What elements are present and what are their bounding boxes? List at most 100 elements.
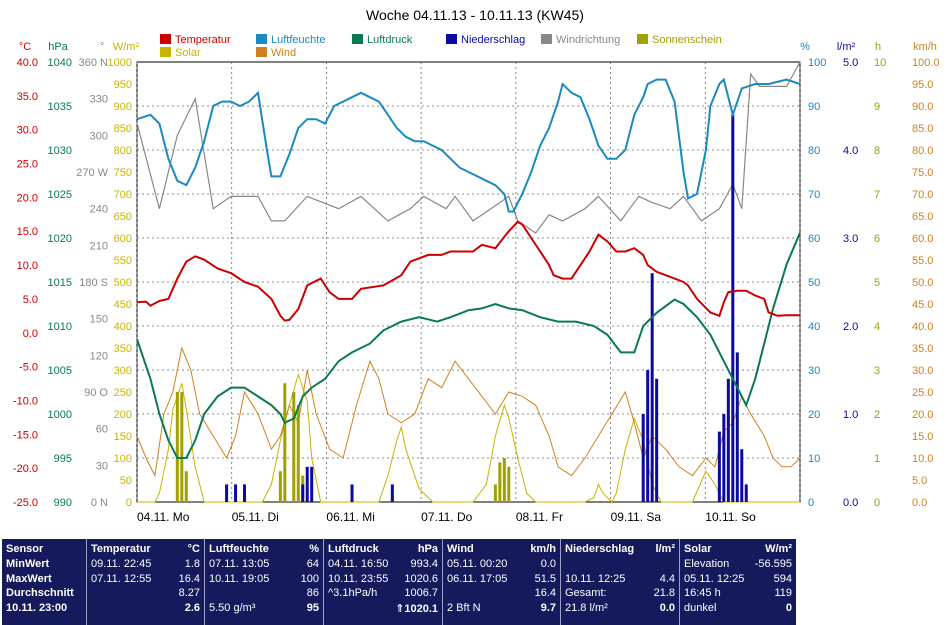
axis-tick-sunshine: 5 (874, 277, 880, 289)
series-luftdruck-line (136, 232, 801, 459)
axis-tick-solar: 0 (126, 497, 132, 509)
bar-sunshine (507, 466, 511, 502)
axis-tick-solar: 900 (114, 101, 132, 113)
axis-tick-wind_direction: 360 N (79, 57, 108, 69)
axis-tick-pressure: 1035 (48, 101, 72, 113)
solar-max-time: 05.11. 12:25 (684, 572, 745, 585)
bar-niederschlag (641, 414, 645, 502)
legend-swatch (256, 47, 267, 57)
axis-tick-solar: 750 (114, 167, 132, 179)
axis-tick-temperature: 40.0 (17, 57, 38, 69)
axis-tick-solar: 300 (114, 365, 132, 377)
axis-tick-pressure: 1010 (48, 321, 72, 333)
series-wind-direction-line (136, 61, 801, 234)
bar-niederschlag (390, 484, 394, 502)
bar-sunshine (278, 471, 282, 502)
axis-tick-wind: 50.0 (912, 277, 933, 289)
luftfeuchte-max-value: 100 (300, 572, 319, 585)
axis-tick-rain: 5.0 (843, 57, 858, 69)
solar-unit: W/m² (765, 543, 792, 555)
axis-tick-temperature: -25.0 (13, 497, 38, 509)
luftdruck-unit: hPa (417, 543, 438, 555)
solar-elevation-value: -56.595 (754, 558, 792, 570)
axis-tick-pressure: 1030 (48, 145, 72, 157)
wind-unit: km/h (530, 543, 556, 555)
bar-niederschlag (243, 484, 247, 502)
axis-tick-wind: 65.0 (912, 211, 933, 223)
legend-swatch (446, 34, 457, 44)
summary-col-temperatur: Temperatur °C 09.11. 22:45 1.8 07.11. 12:5… (87, 539, 205, 625)
bar-sunshine (283, 383, 287, 502)
axis-tick-temperature: 15.0 (17, 226, 38, 238)
axis-tick-sunshine: 2 (874, 409, 880, 421)
axis-tick-wind_direction: 120 (90, 350, 108, 362)
solar-state: dunkel (684, 601, 717, 614)
axis-tick-pressure: 1025 (48, 189, 72, 201)
axis-unit-wind_direction: ° (100, 41, 104, 53)
summary-col-sensor: Sensor MinWert MaxWert Durchschnitt 10.1… (2, 539, 87, 625)
legend-label: Windrichtung (556, 34, 620, 46)
axis-tick-solar: 50 (120, 475, 132, 487)
axis-tick-wind: 85.0 (912, 123, 933, 135)
axis-tick-wind_direction: 30 (96, 460, 108, 472)
x-axis-day-labels: 04.11. Mo 05.11. Di 06.11. Mi 07.11. Do 08.1… (137, 510, 756, 524)
temperatur-current: 2.6 (184, 601, 200, 614)
chart-plot-area (136, 61, 801, 503)
summary-row-label: MaxWert (6, 572, 52, 585)
axis-tick-solar: 950 (114, 79, 132, 91)
legend-label: Sonnenschein (652, 34, 722, 46)
x-tick-label: 07.11. Do (421, 510, 472, 524)
axis-tick-humidity: 10 (808, 453, 820, 465)
axis-tick-solar: 800 (114, 145, 132, 157)
bar-niederschlag (722, 414, 726, 502)
axis-tick-wind: 55.0 (912, 255, 933, 267)
legend-label: Niederschlag (461, 34, 525, 46)
axis-tick-sunshine: 1 (874, 453, 880, 465)
axis-tick-solar: 600 (114, 233, 132, 245)
axis-tick-solar: 250 (114, 387, 132, 399)
bar-niederschlag (650, 273, 654, 502)
bar-sunshine (184, 471, 188, 502)
bar-niederschlag (350, 484, 354, 502)
axis-unit-rain: l/m² (837, 41, 856, 53)
x-tick-label: 04.11. Mo (137, 510, 190, 524)
summary-timestamp: 10.11. 23:00 (6, 601, 68, 614)
x-tick-label: 05.11. Di (232, 510, 279, 524)
wind-min-time: 05.11. 00:20 (447, 558, 508, 570)
axis-tick-pressure: 995 (54, 453, 72, 465)
legend-label: Temperatur (175, 34, 231, 46)
axis-tick-wind: 80.0 (912, 145, 933, 157)
axis-tick-solar: 400 (114, 321, 132, 333)
luftfeuchte-avg-value: 86 (306, 587, 319, 599)
axis-tick-sunshine: 7 (874, 189, 880, 201)
axis-tick-solar: 350 (114, 343, 132, 355)
temperatur-avg-value: 8.27 (178, 587, 200, 599)
axis-tick-wind_direction: 210 (90, 240, 108, 252)
axis-tick-solar: 200 (114, 409, 132, 421)
legend-swatch (160, 47, 171, 57)
legend-label: Solar (175, 47, 201, 59)
luftfeuchte-min-time: 07.11. 13:05 (209, 558, 270, 570)
axis-tick-pressure: 1005 (48, 365, 72, 377)
bar-niederschlag (646, 370, 650, 502)
axis-tick-wind: 100.0 (912, 57, 940, 69)
chart-title: Woche 04.11.13 - 10.11.13 (KW45) (366, 7, 584, 23)
bar-niederschlag (744, 484, 748, 502)
solar-elevation-label: Elevation (684, 558, 730, 570)
axis-tick-temperature: 25.0 (17, 159, 38, 171)
niederschlag-max-value: 4.4 (659, 572, 675, 585)
wind-avg-value: 16.4 (534, 587, 556, 599)
axis-tick-wind: 20.0 (912, 409, 933, 421)
axis-tick-wind: 60.0 (912, 233, 933, 245)
axis-tick-temperature: -10.0 (13, 395, 38, 407)
axis-tick-solar: 100 (114, 453, 132, 465)
axis-tick-solar: 450 (114, 299, 132, 311)
axis-tick-wind_direction: 150 (90, 314, 108, 326)
temperatur-unit: °C (187, 543, 200, 555)
axis-unit-temperature: °C (19, 41, 31, 53)
summary-row-label: Durchschnitt (6, 587, 74, 599)
solar-avg-value: 119 (774, 587, 792, 599)
axis-tick-rain: 1.0 (843, 409, 858, 421)
niederschlag-unit: l/m² (655, 543, 675, 555)
axis-tick-pressure: 1020 (48, 233, 72, 245)
